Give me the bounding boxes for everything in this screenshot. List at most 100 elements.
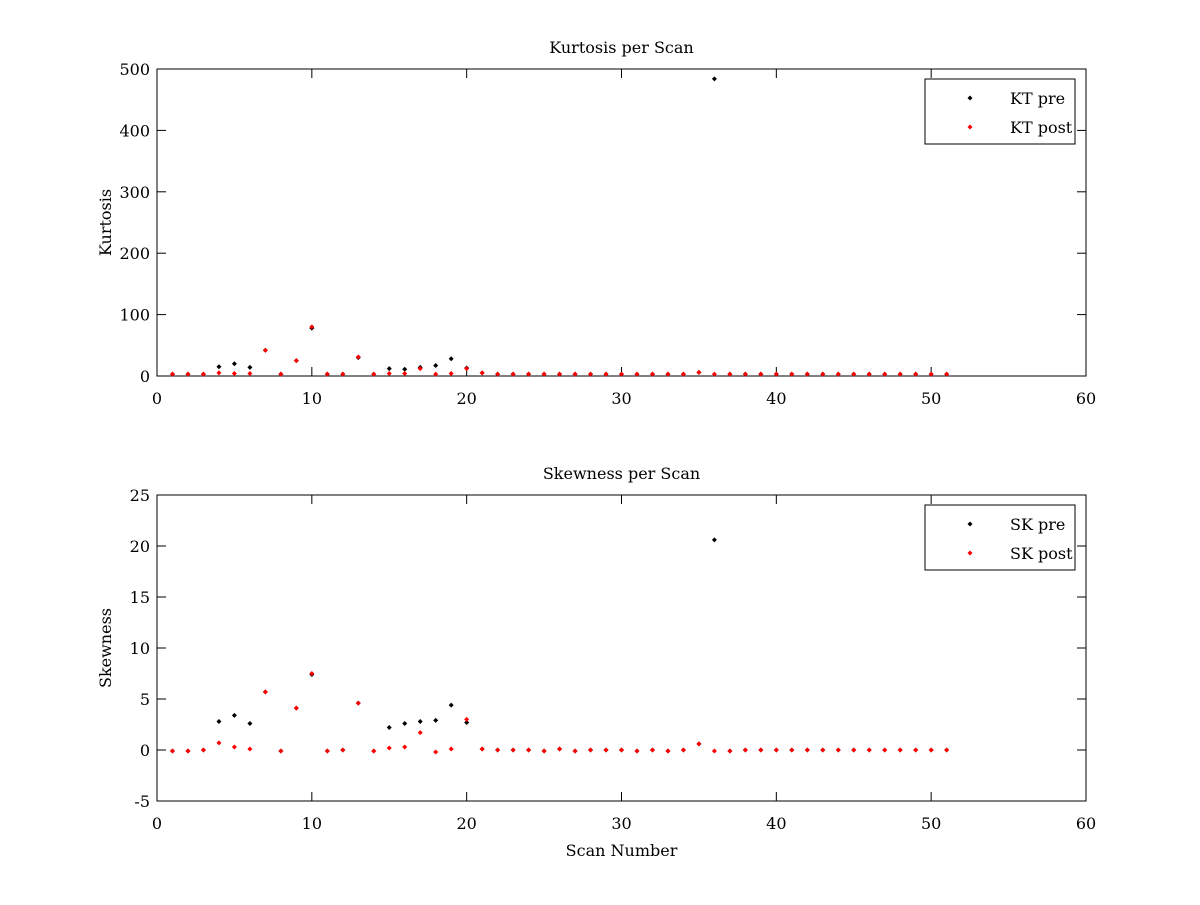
kt-post-point [417, 366, 423, 372]
sk-post-point [603, 747, 609, 753]
sk-post-point [278, 748, 284, 754]
kt-post-point [588, 371, 594, 377]
sk-post-point [495, 747, 501, 753]
sk-post-point [169, 748, 175, 754]
sk-post-point [866, 747, 872, 753]
kurtosis-y-tick-label: 100 [119, 306, 150, 325]
kt-post-point [433, 371, 439, 377]
skewness-y-tick-label: 10 [130, 639, 150, 658]
kt-post-point [386, 371, 392, 377]
kt-post-point [711, 371, 717, 377]
kt-post-point [820, 371, 826, 377]
sk-post-point [324, 748, 330, 754]
sk-post-point [928, 747, 934, 753]
sk-post-point [464, 716, 470, 722]
sk-post-point [696, 741, 702, 747]
sk-post-point [820, 747, 826, 753]
kt-pre-point [216, 364, 222, 370]
kt-post-point [696, 369, 702, 375]
kt-post-point [293, 358, 299, 364]
skewness-chart-title: Skewness per Scan [543, 464, 700, 483]
sk-post-point [851, 747, 857, 753]
skewness-y-axis-label: Skewness [96, 608, 115, 688]
kurtosis-y-tick-label: 300 [119, 183, 150, 202]
kt-post-point [634, 371, 640, 377]
skewness-points [169, 537, 950, 755]
sk-post-point [742, 747, 748, 753]
sk-post-point [680, 747, 686, 753]
sk-post-point [835, 747, 841, 753]
sk-post-point [804, 747, 810, 753]
sk-post-point [216, 740, 222, 746]
kt-post-point [309, 324, 315, 330]
kt-post-point [247, 371, 253, 377]
kurtosis-ticks: 0 10 20 30 40 50 60 0 100 200 300 400 500 [119, 60, 1096, 408]
kt-post-point [572, 371, 578, 377]
kurtosis-subplot: Kurtosis per Scan Kurtosis 0 10 20 30 40 50 60… [96, 38, 1096, 408]
sk-pre-point [386, 725, 392, 731]
sk-post-point [913, 747, 919, 753]
kt-post-point [510, 371, 516, 377]
sk-pre-point [402, 720, 408, 726]
kt-post-point [665, 371, 671, 377]
kt-pre-point [402, 366, 408, 372]
sk-post-point [588, 747, 594, 753]
skewness-x-tick-label: 0 [152, 814, 162, 833]
sk-post-point [309, 671, 315, 676]
kurtosis-x-tick-label: 10 [302, 389, 322, 408]
sk-post-point [386, 745, 392, 751]
kt-post-point [913, 371, 919, 377]
kt-post-point [402, 371, 408, 377]
sk-pre-point [247, 720, 253, 726]
skewness-x-tick-label: 60 [1076, 814, 1096, 833]
sk-post-point [557, 746, 563, 752]
kt-post-point [185, 371, 191, 377]
kt-pre-point [448, 356, 454, 362]
sk-post-point [402, 744, 408, 750]
skewness-y-tick-label: 15 [130, 588, 150, 607]
kt-post-point [882, 371, 888, 377]
sk-post-point [789, 747, 795, 753]
kt-post-point [526, 371, 532, 377]
kt-post-point [897, 371, 903, 377]
sk-pre-point [711, 537, 717, 543]
sk-post-point [758, 747, 764, 753]
skewness-legend: SK pre SK post [924, 504, 1076, 571]
sk-post-point [433, 749, 439, 755]
sk-post-point [711, 748, 717, 754]
kt-post-point [727, 371, 733, 377]
sk-post-point [479, 746, 485, 752]
skewness-y-tick-label: 25 [130, 486, 150, 505]
sk-post-point [510, 747, 516, 753]
skewness-x-axis-label: Scan Number [566, 841, 678, 860]
sk-post-point [882, 747, 888, 753]
kurtosis-legend-box [924, 78, 1076, 145]
kt-post-point [649, 371, 655, 377]
kurtosis-x-tick-label: 50 [921, 389, 941, 408]
kt-post-point [541, 371, 547, 377]
kt-post-point [340, 371, 346, 377]
sk-post-point [526, 747, 532, 753]
kt-post-point [804, 371, 810, 377]
sk-post-point [231, 744, 237, 750]
kurtosis-x-tick-label: 20 [456, 389, 476, 408]
skewness-x-tick-label: 10 [302, 814, 322, 833]
sk-post-point [340, 747, 346, 753]
kt-post-point [851, 371, 857, 377]
kt-post-point [278, 371, 284, 377]
kt-post-point [789, 371, 795, 377]
sk-post-point [649, 747, 655, 753]
sk-post-point [773, 747, 779, 753]
kurtosis-y-tick-label: 200 [119, 244, 150, 263]
skewness-legend-label-sk-post: SK post [1010, 544, 1073, 563]
sk-post-point [371, 748, 377, 754]
kt-pre-point [386, 366, 392, 372]
sk-post-point [897, 747, 903, 753]
sk-post-point [634, 748, 640, 754]
kurtosis-y-tick-label: 0 [140, 367, 150, 386]
kurtosis-x-tick-label: 0 [152, 389, 162, 408]
kt-post-point [200, 371, 206, 377]
kt-post-point [169, 371, 175, 377]
kurtosis-x-tick-label: 60 [1076, 389, 1096, 408]
